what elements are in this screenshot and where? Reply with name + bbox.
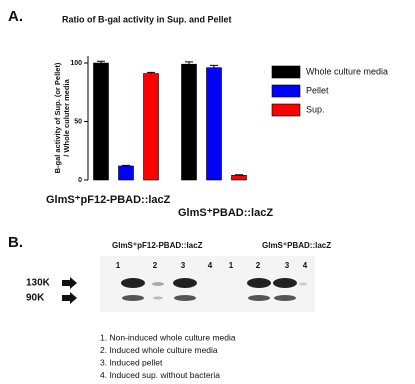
y-tick-label: 0 bbox=[78, 177, 82, 184]
panel-label: A. bbox=[8, 8, 23, 25]
error-bar bbox=[210, 64, 218, 68]
band bbox=[153, 296, 163, 300]
legend-swatch bbox=[271, 84, 301, 98]
band bbox=[247, 278, 271, 288]
bar bbox=[206, 67, 222, 181]
error-bar bbox=[122, 164, 130, 166]
bands bbox=[121, 278, 307, 301]
lane-number: 1 bbox=[229, 261, 234, 270]
error-bar bbox=[147, 71, 155, 74]
lane-number: 4 bbox=[208, 261, 213, 270]
panel-label: B. bbox=[8, 234, 23, 251]
legend-label: Pellet bbox=[306, 85, 329, 95]
error-bar bbox=[235, 174, 243, 176]
blot-legend: 3. Induced pellet bbox=[100, 357, 163, 367]
lane-number: 3 bbox=[285, 261, 290, 270]
y-tick-label: 50 bbox=[74, 118, 82, 125]
blot-group-title: GlmS⁺pF12-PBAD::lacZ bbox=[112, 241, 203, 250]
legend-label: Whole culture media bbox=[306, 66, 388, 76]
bar bbox=[181, 63, 197, 181]
lane-number: 2 bbox=[256, 261, 261, 270]
band bbox=[174, 295, 196, 301]
band bbox=[273, 278, 297, 288]
legend-swatch bbox=[271, 65, 301, 79]
lane-number: 1 bbox=[116, 261, 121, 270]
bar bbox=[118, 165, 134, 181]
y-axis-label: / Whole culuter media bbox=[62, 78, 71, 156]
band bbox=[121, 278, 145, 288]
bar bbox=[93, 62, 109, 181]
arrow bbox=[62, 277, 77, 289]
size-marker: 90K bbox=[26, 293, 45, 304]
size-marker: 130K bbox=[26, 278, 51, 289]
band bbox=[173, 278, 197, 288]
arrow bbox=[62, 292, 77, 304]
blot-legend: 4. Induced sup. without bacteria bbox=[100, 370, 220, 380]
error-bar bbox=[185, 61, 193, 65]
lane-number: 2 bbox=[153, 261, 158, 270]
legend-swatch bbox=[271, 103, 301, 117]
lane-number: 3 bbox=[181, 261, 186, 270]
bar bbox=[231, 175, 247, 181]
legend-label: Sup. bbox=[306, 104, 325, 114]
y-tick-label: 100 bbox=[70, 60, 82, 67]
x-category-label: GlmS⁺pF12-PBAD::lacZ bbox=[46, 194, 171, 206]
lane-number: 4 bbox=[303, 261, 308, 270]
band bbox=[122, 295, 144, 301]
y-axis-label: B-gal activity of Sup. (or Pellet) bbox=[53, 62, 62, 173]
band bbox=[274, 295, 296, 301]
band bbox=[299, 282, 307, 286]
band bbox=[248, 295, 270, 301]
band bbox=[152, 282, 164, 286]
blot-legend: 1. Non-induced whole culture media bbox=[100, 332, 236, 342]
chart-title: Ratio of B-gal activity in Sup. and Pell… bbox=[62, 14, 232, 24]
blot-legend: 2. Induced whole culture media bbox=[100, 345, 218, 355]
bar bbox=[143, 73, 159, 181]
x-category-label: GlmS⁺PBAD::lacZ bbox=[178, 207, 273, 219]
blot-group-title: GlmS⁺PBAD::lacZ bbox=[262, 241, 331, 250]
error-bar bbox=[97, 60, 105, 64]
